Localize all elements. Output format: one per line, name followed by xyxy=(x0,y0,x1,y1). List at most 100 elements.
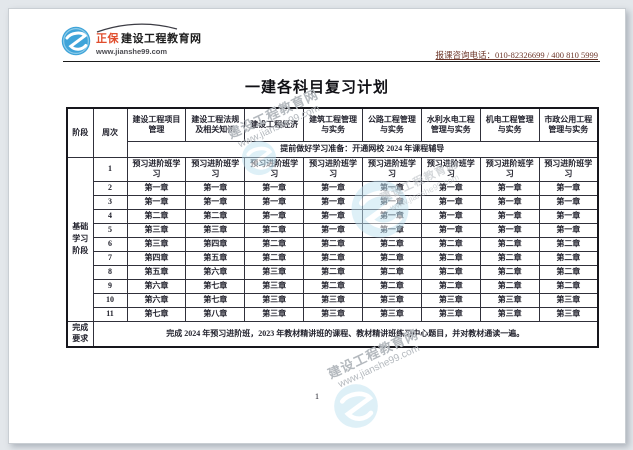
week-cell: 4 xyxy=(92,208,128,224)
chapter-cell: 第二章 xyxy=(303,250,363,266)
chapter-cell: 第四章 xyxy=(185,236,246,252)
column-header-subject: 建设工程法规及相关知识 xyxy=(185,107,246,142)
chapter-cell: 预习进阶班学习 xyxy=(420,157,481,182)
column-header-subject: 建设工程经济 xyxy=(244,107,305,142)
chapter-cell: 第六章 xyxy=(185,264,246,280)
table-row: 基础学习阶段 1 预习进阶班学习 预习进阶班学习 预习进阶班学习 预习进阶班学习 预习进阶班… xyxy=(66,157,599,322)
chapter-cell: 预习进阶班学习 xyxy=(362,157,422,182)
chapter-cell: 预习进阶班学习 xyxy=(538,157,599,182)
chapter-cell: 第三章 xyxy=(185,222,246,238)
page-title: 一建各科目复习计划 xyxy=(244,79,389,96)
study-plan-table: 阶段 周次 建设工程项目管理 建设工程法规及相关知识 建设工程经济 建筑工程管理… xyxy=(66,107,599,348)
chapter-cell: 第一章 xyxy=(126,180,187,196)
brand-header: 正保 建设工程教育网 www.jianshe99.com xyxy=(61,26,202,56)
column-header-week: 周次 xyxy=(92,107,128,158)
chapter-cell: 第三章 xyxy=(126,222,187,238)
chapter-cell: 第一章 xyxy=(538,208,599,224)
chapter-cell: 第一章 xyxy=(479,208,540,224)
chapter-cell: 第三章 xyxy=(479,292,540,308)
chapter-cell: 第一章 xyxy=(244,180,305,196)
table-row: 8 第五章 第六章 第三章 第二章 第二章 第二章 第二章 第二章 xyxy=(67,264,599,280)
column-header-subject: 建设工程项目管理 xyxy=(126,107,187,142)
column-header-subject: 水利水电工程管理与实务 xyxy=(420,107,481,142)
chapter-cell: 第三章 xyxy=(303,306,363,322)
chapter-cell: 第一章 xyxy=(420,180,481,196)
week-cell: 7 xyxy=(92,250,128,266)
column-header-subject: 公路工程管理与实务 xyxy=(362,107,422,142)
chapter-cell: 第一章 xyxy=(420,208,481,224)
chapter-cell: 第二章 xyxy=(538,264,599,280)
chapter-cell: 第一章 xyxy=(303,194,363,210)
chapter-cell: 第一章 xyxy=(362,180,422,196)
footer-label: 完成要求 xyxy=(66,320,94,348)
chapter-cell: 第一章 xyxy=(362,208,422,224)
table-row: 9 第六章 第七章 第三章 第二章 第二章 第二章 第二章 第二章 xyxy=(67,278,599,294)
document-page: 正保 建设工程教育网 www.jianshe99.com 报课咨询电话：010-8… xyxy=(8,8,626,444)
chapter-cell: 预习进阶班学习 xyxy=(126,157,187,182)
chapter-cell: 第一章 xyxy=(362,194,422,210)
week-cell: 8 xyxy=(92,264,128,280)
chapter-cell: 第三章 xyxy=(244,306,305,322)
chapter-cell: 第二章 xyxy=(538,278,599,294)
chapter-cell: 第四章 xyxy=(126,250,187,266)
brand-text: 正保 建设工程教育网 www.jianshe99.com xyxy=(96,26,202,56)
header-row: 阶段 周次 建设工程项目管理 建设工程法规及相关知识 建设工程经济 建筑工程管理… xyxy=(66,107,599,158)
chapter-cell: 第三章 xyxy=(126,236,187,252)
prep-note: 提前做好学习准备：开通网校 2024 年课程辅导 xyxy=(126,141,599,158)
chapter-cell: 第三章 xyxy=(303,292,363,308)
column-header-stage: 阶段 xyxy=(66,107,94,158)
chapter-cell: 第二章 xyxy=(244,222,305,238)
chapter-cell: 第二章 xyxy=(479,278,540,294)
chapter-cell: 第一章 xyxy=(303,208,363,224)
table-row: 5 第三章 第三章 第二章 第一章 第一章 第一章 第一章 第一章 xyxy=(67,222,599,238)
table-row: 11 第七章 第八章 第三章 第三章 第三章 第三章 第三章 第三章 xyxy=(67,306,599,322)
table-row: 2 第一章 第一章 第一章 第一章 第一章 第一章 第一章 第一章 xyxy=(67,180,599,196)
week-cell: 6 xyxy=(92,236,128,252)
chapter-cell: 第三章 xyxy=(420,292,481,308)
chapter-cell: 第八章 xyxy=(185,306,246,322)
chapter-cell: 第一章 xyxy=(185,194,246,210)
chapter-cell: 第三章 xyxy=(420,306,481,322)
table-row: 6 第三章 第四章 第二章 第二章 第二章 第二章 第二章 第二章 xyxy=(67,236,599,252)
chapter-cell: 预习进阶班学习 xyxy=(185,157,246,182)
chapter-cell: 第二章 xyxy=(303,264,363,280)
chapter-cell: 第二章 xyxy=(420,250,481,266)
chapter-cell: 第二章 xyxy=(420,236,481,252)
week-cell: 5 xyxy=(92,222,128,238)
chapter-cell: 第七章 xyxy=(126,306,187,322)
week-cell: 9 xyxy=(92,278,128,294)
chapter-cell: 第一章 xyxy=(126,194,187,210)
chapter-cell: 第一章 xyxy=(303,180,363,196)
chapter-cell: 第一章 xyxy=(479,194,540,210)
chapter-cell: 第二章 xyxy=(479,264,540,280)
chapter-cell: 第二章 xyxy=(362,250,422,266)
chapter-cell: 第二章 xyxy=(538,236,599,252)
week-cell: 3 xyxy=(92,194,128,210)
chapter-cell: 第一章 xyxy=(244,208,305,224)
chapter-cell: 第三章 xyxy=(538,306,599,322)
brand-prefix: 正保 xyxy=(96,33,119,45)
chapter-cell: 第一章 xyxy=(362,222,422,238)
chapter-cell: 第二章 xyxy=(244,236,305,252)
chapter-cell: 第一章 xyxy=(420,194,481,210)
chapter-cell: 第一章 xyxy=(244,194,305,210)
prep-row: 提前做好学习准备：开通网校 2024 年课程辅导 xyxy=(67,141,599,158)
chapter-cell: 第六章 xyxy=(126,292,187,308)
chapter-cell: 第一章 xyxy=(479,180,540,196)
chapter-cell: 预习进阶班学习 xyxy=(303,157,363,182)
chapter-cell: 第一章 xyxy=(479,222,540,238)
footer-text: 完成 2024 年预习进阶班，2023 年教材精讲班的课程、教材精讲班练习中心题… xyxy=(92,320,599,348)
contact-phone: 报课咨询电话：010-82326699 / 400 810 5999 xyxy=(435,50,598,60)
chapter-cell: 第二章 xyxy=(420,264,481,280)
watermark-logo-icon xyxy=(334,384,378,428)
column-header-subject: 建筑工程管理与实务 xyxy=(303,107,363,142)
chapter-cell: 第一章 xyxy=(538,222,599,238)
chapter-cell: 第二章 xyxy=(362,278,422,294)
week-cell: 2 xyxy=(92,180,128,196)
header-rule xyxy=(63,61,600,62)
week-rows: 基础学习阶段 1 预习进阶班学习 预习进阶班学习 预习进阶班学习 预习进阶班学习 预习进阶班… xyxy=(66,157,599,322)
chapter-cell: 第二章 xyxy=(185,208,246,224)
chapter-cell: 第二章 xyxy=(420,278,481,294)
table-row: 3 第一章 第一章 第一章 第一章 第一章 第一章 第一章 第一章 xyxy=(67,194,599,210)
chapter-cell: 第三章 xyxy=(244,278,305,294)
